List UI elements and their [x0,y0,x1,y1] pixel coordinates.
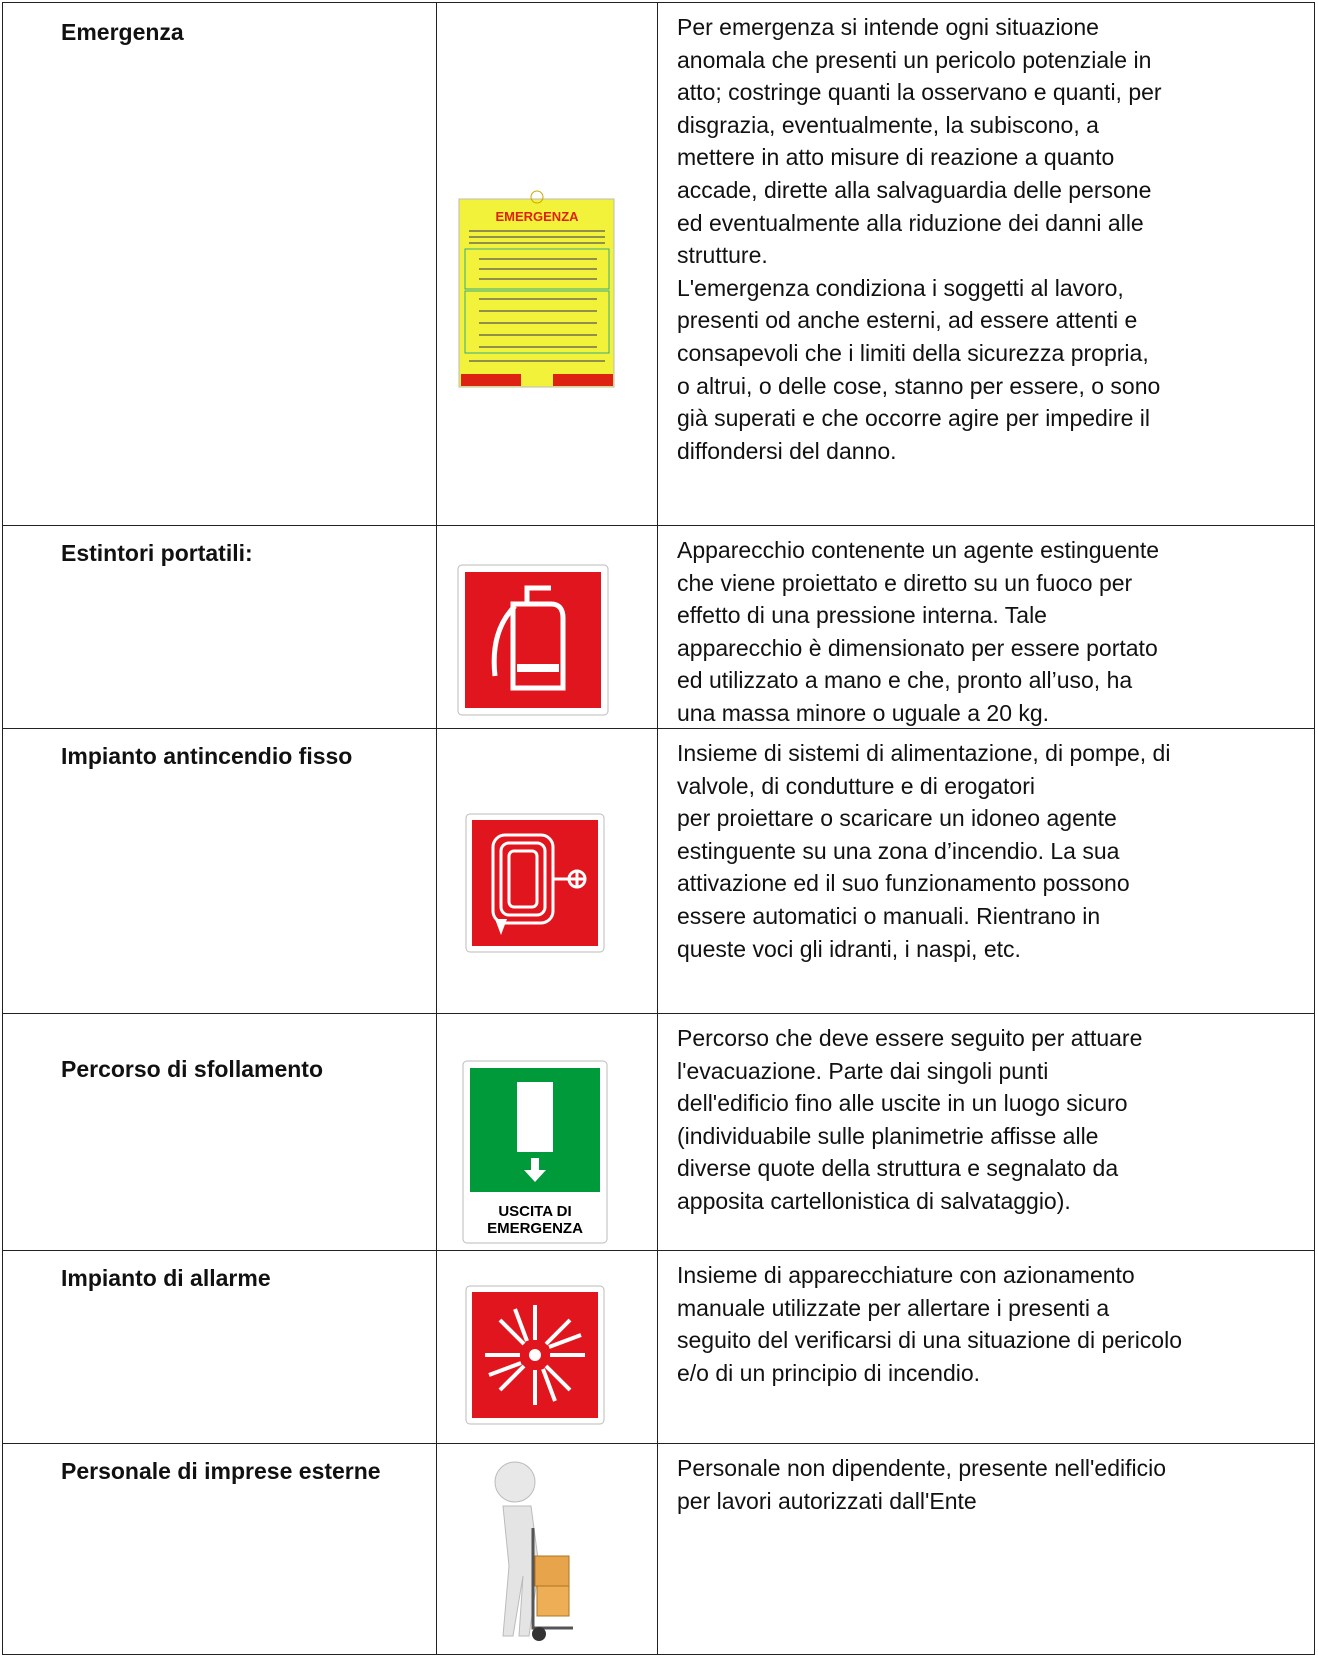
description-line: per proiettare o scaricare un idoneo age… [677,805,1117,832]
description-line: valvole, di condutture e di erogatori [677,772,1035,799]
row: Impianto antincendio fisso Insieme di si… [2,728,1315,1014]
extinguisher-sign [457,564,609,716]
description-line: effetto di una pressione interna. Tale [677,602,1047,629]
description: Apparecchio contenente un agente estingu… [677,534,1159,730]
description: Insieme di apparecchiature con azionamen… [677,1259,1182,1389]
alarm-sign [465,1285,605,1425]
description-line: apposita cartellonistica di salvataggio)… [677,1187,1071,1214]
description: Per emergenza si intende ogni situazione… [677,11,1162,467]
description-line: seguito del verificarsi di una situazion… [677,1327,1183,1354]
description: Personale non dipendente, presente nell'… [677,1452,1166,1517]
poster-title: EMERGENZA [495,209,579,224]
description-line: manuale utilizzate per allertare i prese… [677,1294,1110,1321]
description-line: presenti od anche esterni, ad essere att… [677,307,1138,334]
description-line: estinguente su una zona d’incendio. La s… [677,837,1120,864]
description-line: e/o di un principio di incendio. [677,1359,981,1386]
row: Percorso di sfollamento USCITA DI EMERGE… [2,1013,1315,1251]
icon-cell: EMERGENZA [436,3,658,526]
term: Impianto di allarme [61,1265,271,1291]
description-line: anomala che presenti un pericolo potenzi… [677,46,1152,73]
description-line: Apparecchio contenente un agente estingu… [677,537,1160,563]
icon-cell [436,1444,658,1654]
description-line: Percorso che deve essere seguito per att… [677,1025,1143,1051]
description-line: dell'edificio fino alle uscite in un luo… [677,1090,1128,1117]
description-line: queste voci gli idranti, i naspi, etc. [677,935,1021,962]
sign-text: USCITA DI [498,1203,571,1220]
description-line: mettere in atto misure di reazione a qua… [677,144,1115,171]
icon-cell: USCITA DI EMERGENZA [436,1014,658,1251]
description-line: Insieme di sistemi di alimentazione, di … [677,740,1171,766]
hose-sign [465,813,605,953]
description-line: diverse quote della struttura e segnalat… [677,1155,1119,1182]
description-line: disgrazia, eventualmente, la subiscono, … [677,111,1099,138]
row: Impianto di allarme Insieme di apparecch… [2,1250,1315,1444]
description-line: già superati e che occorre agire per imp… [677,405,1151,432]
description-line: Personale non dipendente, presente nell'… [677,1455,1167,1481]
description-line: per lavori autorizzati dall'Ente [677,1487,977,1514]
term: Percorso di sfollamento [61,1056,324,1082]
description-line: consapevoli che i limiti della sicurezza… [677,339,1149,366]
icon-cell [436,1251,658,1444]
term: Emergenza [61,19,184,45]
description-line: (individuabile sulle planimetrie affisse… [677,1122,1099,1149]
row: Personale di imprese esterne Personale n… [2,1443,1315,1655]
description-line: apparecchio è dimensionato per essere po… [677,634,1158,661]
icon-cell [436,729,658,1014]
description-line: che viene proiettato e diretto su un fuo… [677,569,1133,596]
description-line: l'evacuazione. Parte dai singoli punti [677,1057,1049,1084]
description-line: attivazione ed il suo funzionamento poss… [677,870,1130,897]
description-line: una massa minore o uguale a 20 kg. [677,699,1050,726]
sign-text: EMERGENZA [487,1220,583,1237]
description-line: diffondersi del danno. [677,437,897,464]
description-line: ed utilizzato a mano e che, pronto all’u… [677,667,1133,694]
description-line: accade, dirette alla salvaguardia delle … [677,176,1152,203]
description-line: L'emergenza condiziona i soggetti al lav… [677,274,1124,301]
icon-cell [436,526,658,729]
row: Estintori portatili: Apparecchio contene… [2,525,1315,729]
emergency-poster: EMERGENZA [458,190,615,388]
description-line: o altrui, o delle cose, stanno per esser… [677,372,1161,399]
term: Estintori portatili: [61,540,253,566]
description-line: essere automatici o manuali. Rientrano i… [677,902,1101,929]
description-line: atto; costringe quanti la osservano e qu… [677,79,1162,106]
description: Insieme di sistemi di alimentazione, di … [677,737,1170,965]
description-line: ed eventualmente alla riduzione dei dann… [677,209,1144,236]
description-line: Per emergenza si intende ogni situazione [677,14,1099,40]
description-line: Insieme di apparecchiature con azionamen… [677,1262,1135,1288]
term: Impianto antincendio fisso [61,743,353,769]
description: Percorso che deve essere seguito per att… [677,1022,1142,1218]
worker-icon [494,1461,573,1641]
row: Emergenza EMERGENZA Per emergenza si int… [2,2,1315,526]
exit-sign: USCITA DI EMERGENZA [462,1060,608,1244]
description-line: strutture. [677,242,768,269]
term: Personale di imprese esterne [61,1458,381,1484]
